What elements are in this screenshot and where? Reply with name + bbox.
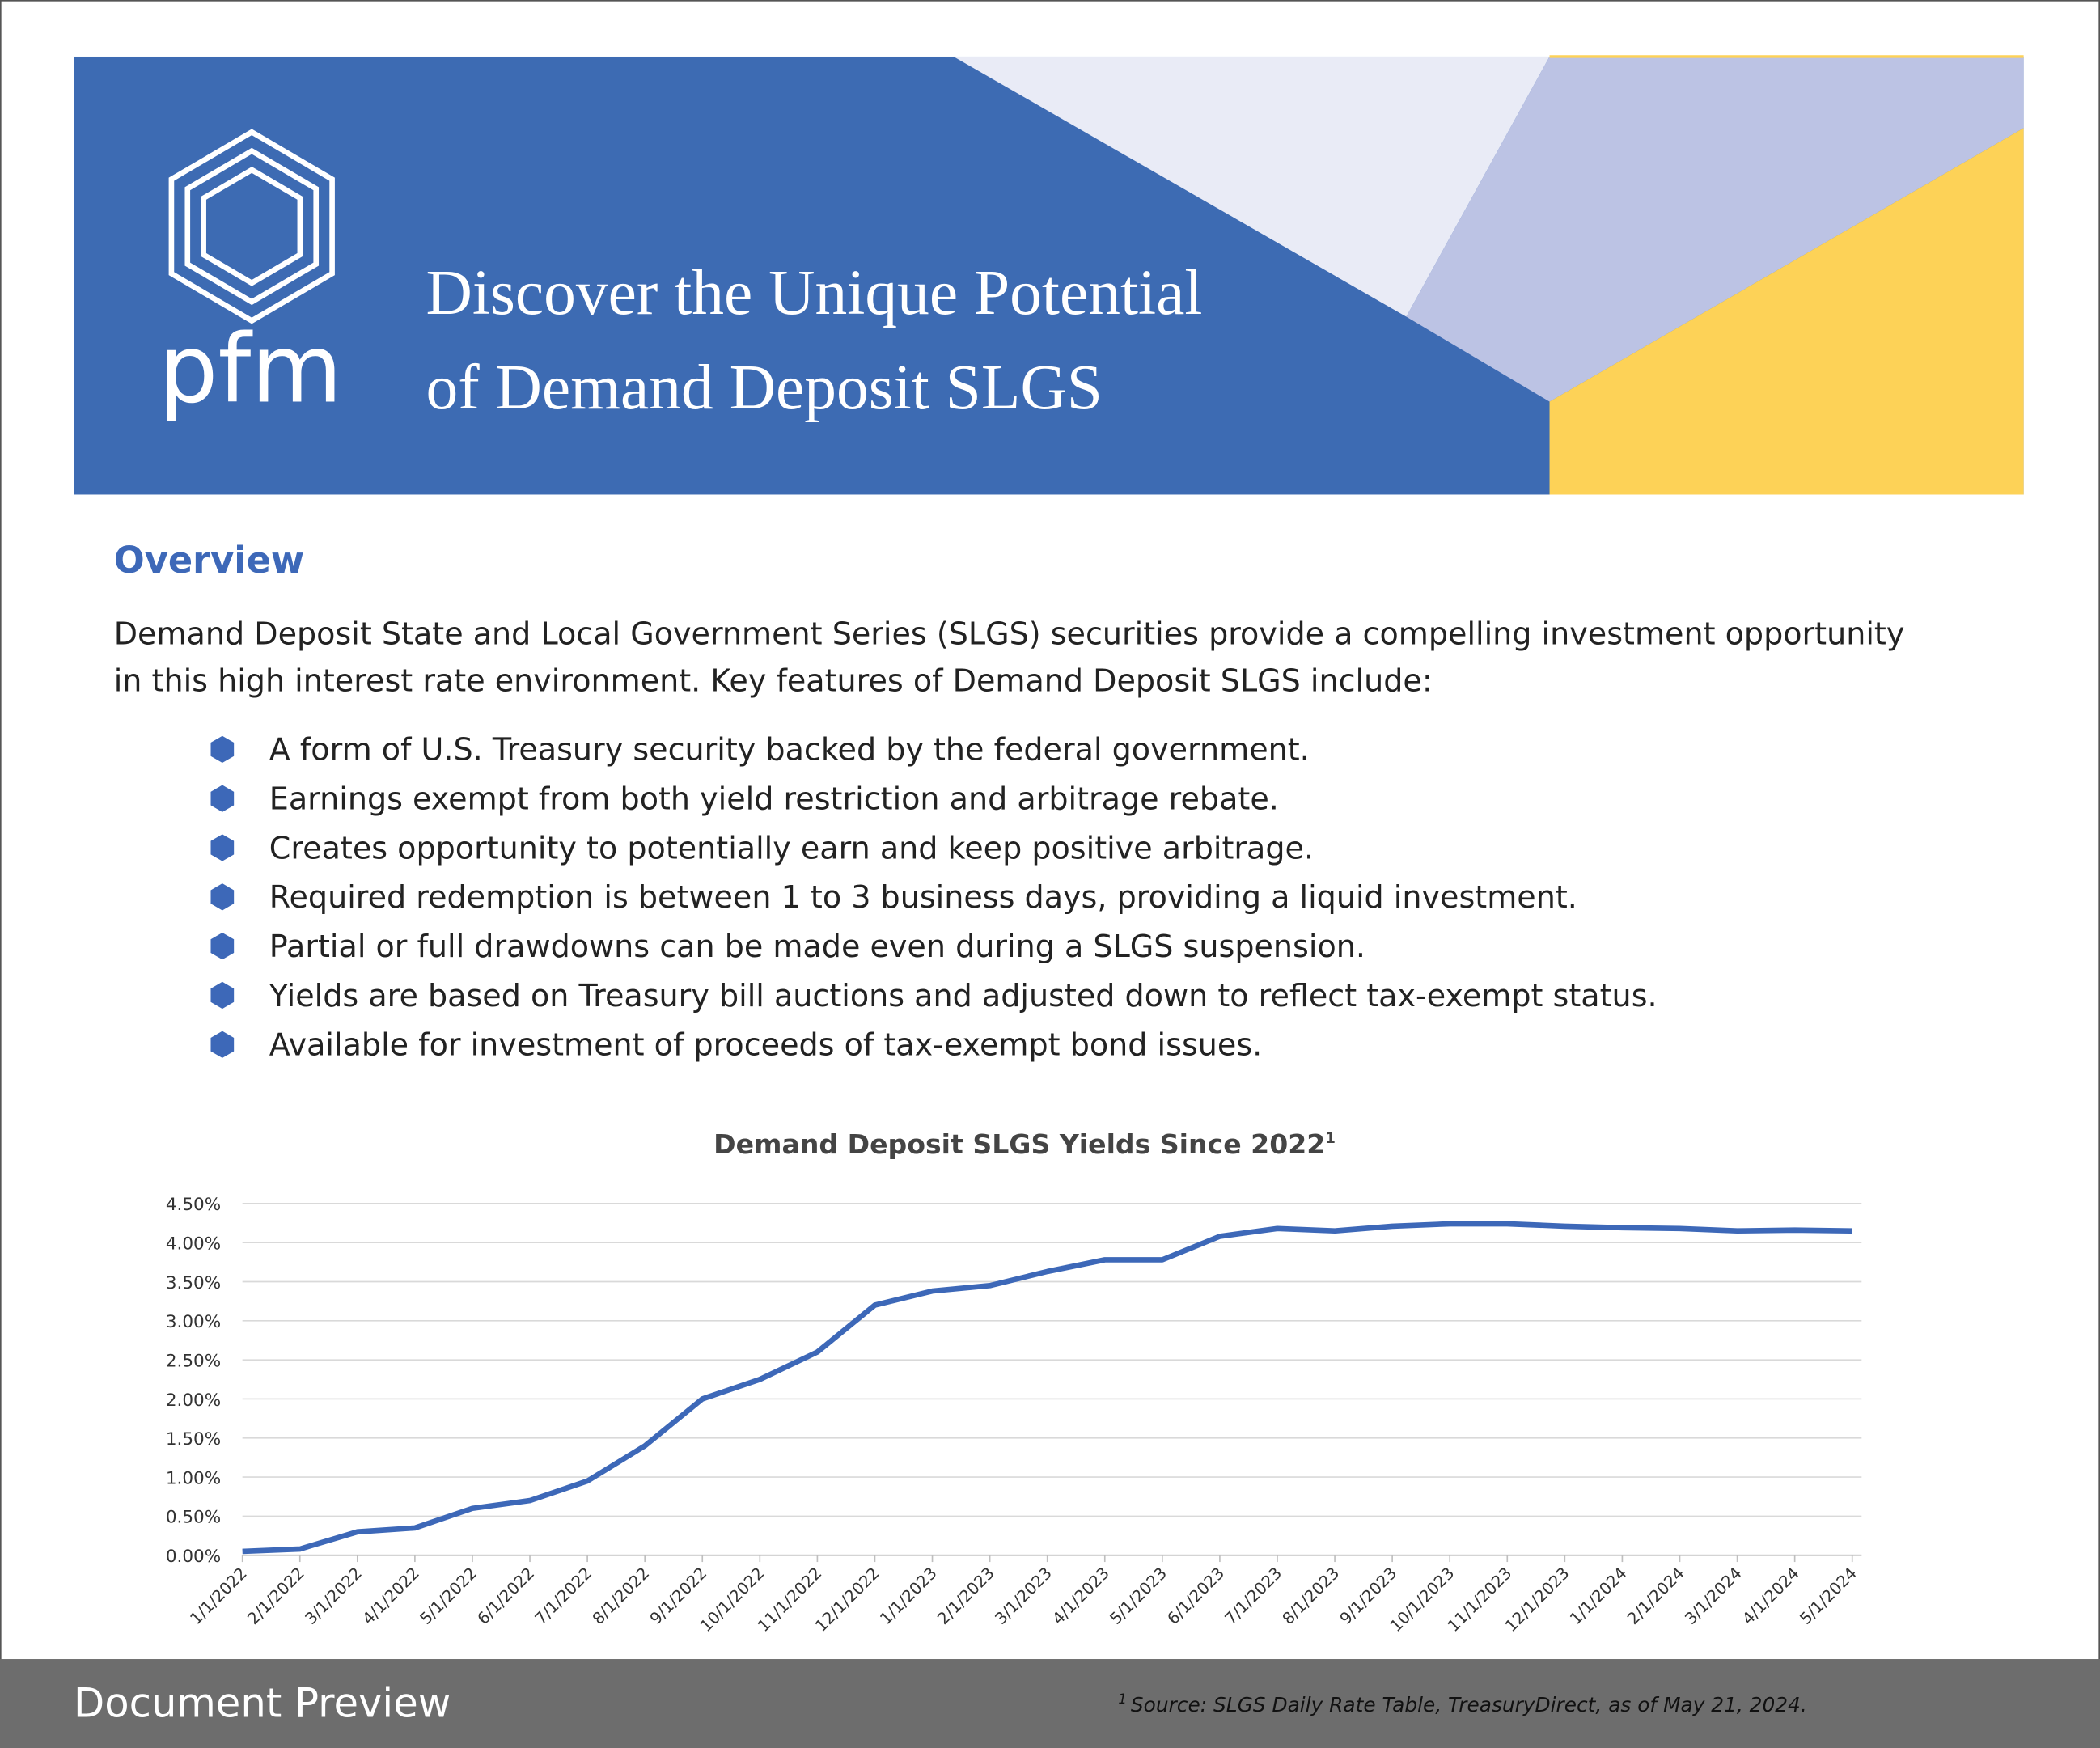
chart-title: Demand Deposit SLGS Yields Since 20221 <box>713 1128 1336 1160</box>
header-title: of Demand Deposit SLGS <box>426 352 1103 423</box>
y-tick-label: 3.00% <box>166 1312 221 1332</box>
section-heading: Overview <box>114 539 304 582</box>
logo-text: pfm <box>159 315 342 424</box>
preview-bar <box>0 1659 2100 1748</box>
bullet-text: Available for investment of proceeds of … <box>269 1027 1262 1063</box>
bullet-marker <box>210 1031 235 1058</box>
bullet-text: Earnings exempt from both yield restrict… <box>269 781 1279 817</box>
footnote: 1 Source: SLGS Daily Rate Table, Treasury… <box>1118 1691 1806 1716</box>
y-tick-label: 2.50% <box>166 1351 221 1371</box>
bullet-marker <box>210 883 235 911</box>
bullet-marker <box>210 735 235 764</box>
banner-shape <box>1549 128 2024 495</box>
y-tick-label: 4.00% <box>166 1234 221 1254</box>
banner-shape <box>1406 56 2024 402</box>
footnote-mark: 1 <box>1118 1691 1127 1707</box>
bullet-marker <box>210 932 235 960</box>
y-tick-label: 0.50% <box>166 1508 221 1528</box>
bullet-marker <box>210 981 235 1009</box>
y-tick-label: 2.00% <box>166 1390 221 1411</box>
bullet-text: Partial or full drawdowns can be made ev… <box>269 929 1365 965</box>
bullet-text: Creates opportunity to potentially earn … <box>269 831 1314 866</box>
paragraph-line: in this high interest rate environment. … <box>114 664 1433 700</box>
banner-shape <box>953 56 1550 317</box>
chart-title-text: Demand Deposit SLGS Yields Since 2022 <box>713 1128 1325 1160</box>
bullet-text: A form of U.S. Treasury security backed … <box>269 733 1310 768</box>
y-tick-label: 1.00% <box>166 1468 221 1488</box>
y-tick-label: 3.50% <box>166 1273 221 1293</box>
y-tick-label: 4.50% <box>166 1195 221 1215</box>
bullet-marker <box>210 834 235 861</box>
y-tick-label: 1.50% <box>166 1429 221 1450</box>
footnote-text: Source: SLGS Daily Rate Table, TreasuryD… <box>1131 1693 1807 1716</box>
bullet-marker <box>210 785 235 812</box>
data-line <box>242 1221 1852 1555</box>
bullet-text: Yields are based on Treasury bill auctio… <box>269 979 1658 1014</box>
y-tick-label: 0.00% <box>166 1547 221 1567</box>
logo-mark <box>168 129 335 324</box>
paragraph-line: Demand Deposit State and Local Governmen… <box>114 616 1905 652</box>
preview-label: Document Preview <box>74 1680 451 1727</box>
chart-title-note: 1 <box>1325 1130 1336 1147</box>
bullet-text: Required redemption is between 1 to 3 bu… <box>269 880 1577 916</box>
header-title: Discover the Unique Potential <box>426 257 1202 328</box>
